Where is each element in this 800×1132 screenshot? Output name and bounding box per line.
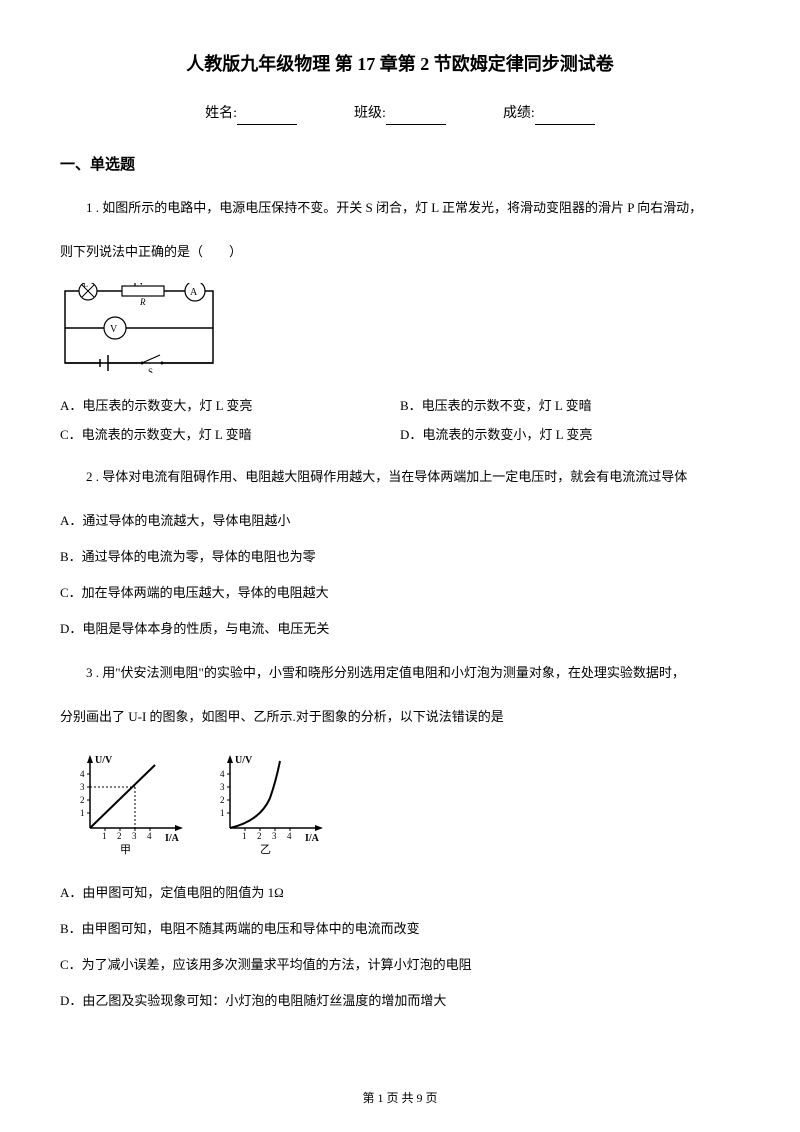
svg-text:2: 2 bbox=[80, 795, 85, 805]
svg-text:1: 1 bbox=[80, 808, 85, 818]
q2-opt-d: D．电阻是导体本身的性质，与电流、电压无关 bbox=[60, 616, 740, 642]
svg-text:R: R bbox=[139, 297, 146, 307]
student-info-row: 姓名: 班级: 成绩: bbox=[60, 103, 740, 125]
name-blank[interactable] bbox=[237, 111, 297, 125]
class-label: 班级: bbox=[354, 106, 386, 121]
q3-opt-b: B．由甲图可知，电阻不随其两端的电压和导体中的电流而改变 bbox=[60, 916, 740, 942]
svg-text:U/V: U/V bbox=[235, 755, 253, 766]
svg-text:A: A bbox=[190, 287, 198, 298]
score-label: 成绩: bbox=[503, 106, 535, 121]
svg-text:3: 3 bbox=[272, 831, 277, 841]
q2-opt-a: A．通过导体的电流越大，导体电阻越小 bbox=[60, 508, 740, 534]
svg-text:I/A: I/A bbox=[165, 833, 180, 844]
svg-text:4: 4 bbox=[147, 831, 152, 841]
svg-text:3: 3 bbox=[220, 782, 225, 792]
svg-text:乙: 乙 bbox=[260, 843, 271, 856]
svg-text:I/A: I/A bbox=[305, 833, 320, 844]
svg-text:4: 4 bbox=[287, 831, 292, 841]
svg-text:U/V: U/V bbox=[95, 755, 113, 766]
q2-opt-b: B．通过导体的电流为零，导体的电阻也为零 bbox=[60, 544, 740, 570]
svg-text:S: S bbox=[148, 367, 153, 373]
q1-options-row1: A．电压表的示数变大，灯 L 变亮 B．电压表的示数不变，灯 L 变暗 bbox=[60, 396, 740, 417]
q1-opt-c: C．电流表的示数变大，灯 L 变暗 bbox=[60, 425, 400, 446]
page-footer: 第 1 页 共 9 页 bbox=[0, 1089, 800, 1108]
q3-opt-d: D．由乙图及实验现象可知：小灯泡的电阻随灯丝温度的增加而增大 bbox=[60, 988, 740, 1014]
page-title: 人教版九年级物理 第 17 章第 2 节欧姆定律同步测试卷 bbox=[60, 50, 740, 79]
q1-options-row2: C．电流表的示数变大，灯 L 变暗 D．电流表的示数变小，灯 L 变亮 bbox=[60, 425, 740, 446]
class-blank[interactable] bbox=[386, 111, 446, 125]
name-label: 姓名: bbox=[205, 106, 237, 121]
svg-text:3: 3 bbox=[80, 782, 85, 792]
svg-text:1: 1 bbox=[242, 831, 247, 841]
section-heading: 一、单选题 bbox=[60, 153, 740, 177]
svg-text:4: 4 bbox=[80, 769, 85, 779]
q1-circuit-diagram: L R A V S bbox=[60, 283, 740, 380]
svg-text:1: 1 bbox=[102, 831, 107, 841]
q1-stem: 1 . 如图所示的电路中，电源电压保持不变。开关 S 闭合，灯 L 正常发光，将… bbox=[60, 195, 740, 221]
svg-text:L: L bbox=[83, 283, 88, 289]
svg-text:V: V bbox=[110, 324, 118, 335]
q3-stem-line2: 分别画出了 U-I 的图象，如图甲、乙所示.对于图象的分析，以下说法错误的是 bbox=[60, 704, 740, 730]
q3-opt-a: A．由甲图可知，定值电阻的阻值为 1Ω bbox=[60, 880, 740, 906]
q1-stem-line2: 则下列说法中正确的是（ ） bbox=[60, 239, 740, 265]
svg-text:1: 1 bbox=[220, 808, 225, 818]
q1-opt-b: B．电压表的示数不变，灯 L 变暗 bbox=[400, 396, 740, 417]
svg-text:4: 4 bbox=[220, 769, 225, 779]
q3-graphs: U/V I/A 1 2 3 4 1 2 3 4 甲 bbox=[60, 748, 740, 865]
q3-opt-c: C．为了减小误差，应该用多次测量求平均值的方法，计算小灯泡的电阻 bbox=[60, 952, 740, 978]
svg-text:2: 2 bbox=[220, 795, 225, 805]
q3-stem: 3 . 用"伏安法测电阻"的实验中，小雪和晓彤分别选用定值电阻和小灯泡为测量对象… bbox=[60, 660, 740, 686]
score-blank[interactable] bbox=[535, 111, 595, 125]
svg-text:2: 2 bbox=[117, 831, 122, 841]
q1-opt-a: A．电压表的示数变大，灯 L 变亮 bbox=[60, 396, 400, 417]
q1-stem-line1: 1 . 如图所示的电路中，电源电压保持不变。开关 S 闭合，灯 L 正常发光，将… bbox=[86, 200, 702, 215]
q1-opt-d: D．电流表的示数变小，灯 L 变亮 bbox=[400, 425, 740, 446]
svg-text:2: 2 bbox=[257, 831, 262, 841]
svg-text:3: 3 bbox=[132, 831, 137, 841]
q2-stem: 2 . 导体对电流有阻碍作用、电阻越大阻碍作用越大，当在导体两端加上一定电压时，… bbox=[60, 464, 740, 490]
q2-opt-c: C．加在导体两端的电压越大，导体的电阻越大 bbox=[60, 580, 740, 606]
svg-text:甲: 甲 bbox=[120, 844, 131, 856]
